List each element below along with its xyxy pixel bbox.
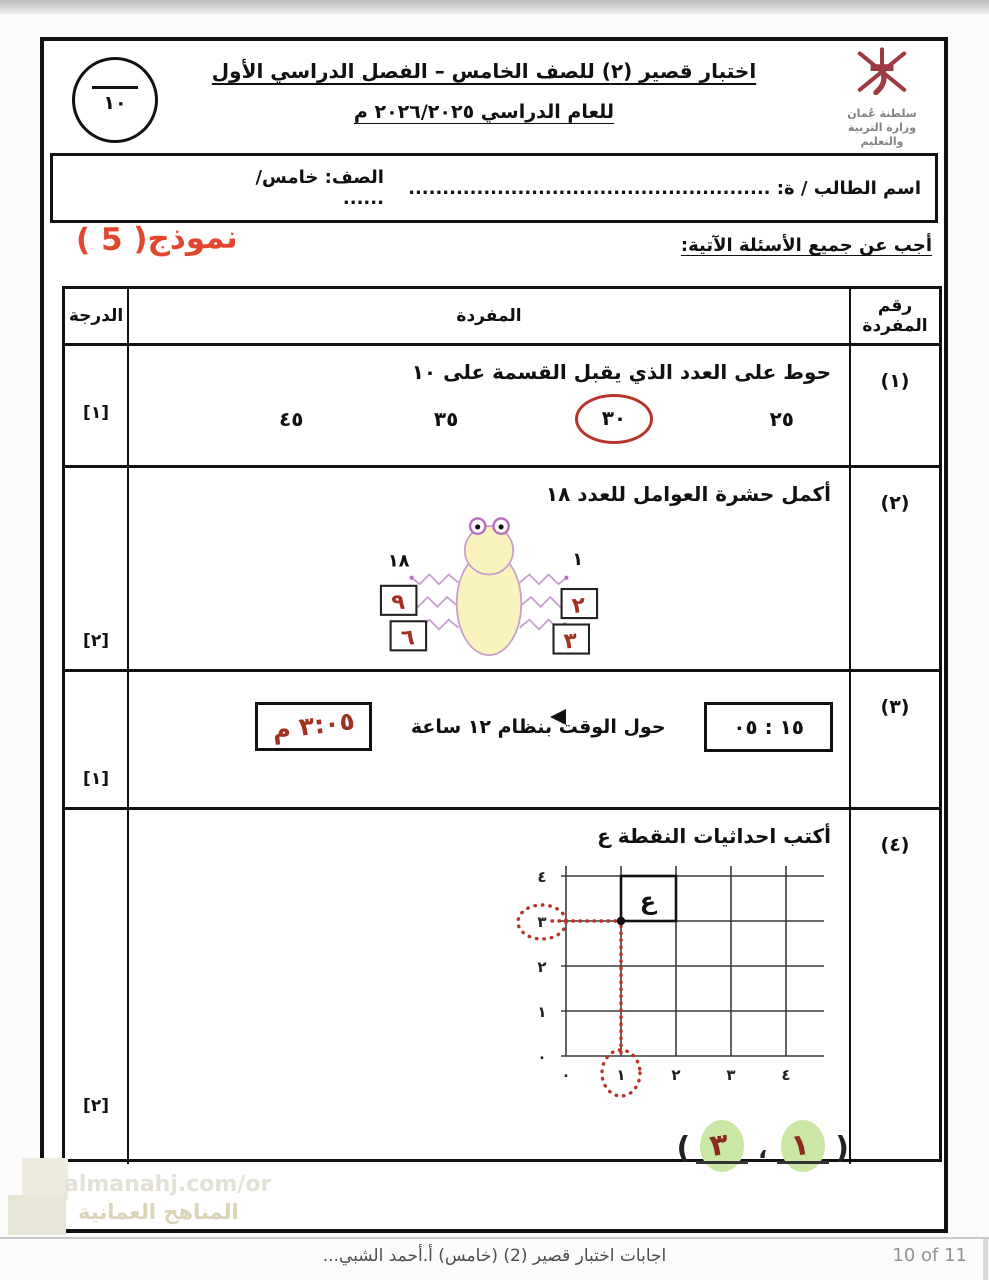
exam-page-sheet: سلطنة عُمان وزارة التربية والتعليم اختبا…	[40, 37, 948, 1233]
q1-grade: [١]	[65, 346, 129, 465]
q1-number: (١)	[849, 346, 939, 465]
q1-content: حوط على العدد الذي يقبل القسمة على ١٠ ٢٥…	[129, 346, 849, 465]
time-answer-handwritten: ٣:٠٥ م	[270, 706, 357, 745]
total-mark-circle: ١٠	[72, 57, 158, 143]
x-tick-4: ٤	[781, 1066, 790, 1084]
header-item: المفردة	[456, 305, 522, 326]
y-tick-3: ٣	[537, 913, 546, 931]
coordinates-answer: ( ٣ ، ١ )	[676, 1120, 849, 1172]
question-row-1: (١) حوط على العدد الذي يقبل القسمة على ١…	[65, 343, 939, 465]
q3-grade: [١]	[65, 672, 129, 807]
answer-blank-x: ١	[777, 1120, 830, 1172]
mark-blank-line	[92, 86, 138, 89]
q4-grade: [٢]	[65, 810, 129, 1164]
exam-title-line1: اختبار قصير (٢) للصف الخامس – الفصل الدر…	[211, 59, 757, 83]
factor-bug-figure: ١٨ ١ ٩ ٦ ٢ ٣	[334, 510, 644, 664]
arrow-label-top: حول الوقت	[558, 715, 666, 738]
q3-content: ١٥ : ٠٥ حول الوقت بنظام ١٢ ساعة ٣:٠٥ م	[129, 672, 849, 807]
total-mark-value: ١٠	[103, 92, 127, 114]
viewer-top-edge	[0, 0, 989, 14]
arrow-label-bottom: بنظام ١٢ ساعة	[410, 715, 553, 738]
y-tick-4: ٤	[537, 868, 546, 886]
y-tick-2: ٢	[537, 958, 546, 976]
page-indicator: 10 of 11	[892, 1245, 967, 1266]
watermark-site-name: المناهج العمانية	[78, 1200, 239, 1224]
arabic-comma: ،	[758, 1136, 768, 1164]
student-class-field: الصف: خامس/ ......	[255, 167, 384, 209]
q4-text: أكتب احداثيات النقطة ع	[597, 824, 831, 848]
scrollbar[interactable]	[983, 1239, 988, 1280]
factor-9-handwritten: ٩	[391, 590, 406, 616]
blank-line	[696, 1160, 749, 1164]
conversion-arrow: حول الوقت بنظام ١٢ ساعة	[392, 716, 684, 738]
document-footer-title: اجابات اختبار قصير (2) (خامس) أ.أحمد الش…	[322, 1246, 667, 1266]
coordinate-grid-icon: ع ٤ ٣ ٢	[516, 866, 824, 1098]
factor-2-handwritten: ٢	[571, 593, 588, 619]
q1-option-45: ٤٥	[279, 407, 304, 431]
time-answer-box: ٣:٠٥ م	[255, 702, 373, 751]
watermark-block	[22, 1158, 68, 1200]
answer-instruction: أجب عن جميع الأسئلة الآتية:	[680, 235, 932, 256]
answer-blank-y: ٣	[696, 1120, 749, 1172]
y-tick-1: ١	[537, 1003, 546, 1021]
questions-table: رقم المفردة المفردة الدرجة (١) حوط على ا…	[62, 286, 942, 1172]
blank-line	[777, 1160, 830, 1164]
watermark-url: almanahj.com/or	[64, 1172, 272, 1197]
factor-bug-icon: ١٨ ١ ٩ ٦ ٢ ٣	[379, 517, 599, 657]
factor-3-handwritten: ٣	[563, 628, 579, 654]
question-row-4: (٤) أكتب احداثيات النقطة ع	[65, 807, 939, 1172]
student-name-field: اسم الطالب / ة: ........................…	[410, 177, 921, 199]
exam-title-line2: للعام الدراسي ٢٠٢٦/٢٠٢٥ م	[353, 101, 615, 123]
q2-grade: [٢]	[65, 468, 129, 669]
factor-1-label: ١	[572, 550, 583, 570]
watermark-block	[8, 1195, 66, 1235]
question-row-2: (٢) أكمل حشرة العوامل للعدد ١٨	[65, 465, 939, 669]
close-paren: )	[835, 1131, 849, 1166]
q2-content: أكمل حشرة العوامل للعدد ١٨	[129, 468, 849, 669]
coordinate-grid-figure: ع ٤ ٣ ٢	[504, 854, 849, 1106]
ministry-line1: سلطنة عُمان	[847, 107, 917, 120]
header-item-number: رقم المفردة	[849, 289, 939, 343]
q4-number: (٤)	[849, 810, 939, 1164]
ministry-line2: وزارة التربية والتعليم	[847, 120, 917, 148]
q2-number: (٢)	[849, 468, 939, 669]
ministry-logo: سلطنة عُمان وزارة التربية والتعليم	[826, 47, 938, 151]
q1-option-25: ٢٥	[769, 407, 794, 431]
q3-number: (٣)	[849, 672, 939, 807]
q1-text: حوط على العدد الذي يقبل القسمة على ١٠	[411, 360, 831, 384]
table-header-row: رقم المفردة المفردة الدرجة	[65, 289, 939, 343]
q2-text: أكمل حشرة العوامل للعدد ١٨	[545, 482, 831, 506]
ministry-name: سلطنة عُمان وزارة التربية والتعليم	[826, 107, 938, 148]
header-grade: الدرجة	[65, 289, 129, 343]
time-24h-box: ١٥ : ٠٥	[704, 701, 833, 752]
factor-18-label: ١٨	[388, 551, 410, 571]
open-paren: (	[676, 1131, 691, 1166]
q1-option-35: ٣٥	[433, 407, 459, 431]
model-number-handwriting: نموذج( 5 )	[75, 219, 238, 259]
x-tick-0: ٠	[561, 1066, 570, 1084]
q1-circled-answer-30: ٣٠	[574, 394, 654, 444]
question-row-3: (٣) ١٥ : ٠٥ حول الوقت بنظام ١٢ ساعة ٣:٠٥…	[65, 669, 939, 807]
exam-title: اختبار قصير (٢) للصف الخامس – الفصل الدر…	[204, 59, 764, 123]
oman-emblem-icon	[857, 47, 907, 96]
student-info-box: اسم الطالب / ة: ........................…	[50, 153, 938, 223]
footer-divider	[0, 1237, 989, 1239]
point-label: ع	[640, 887, 658, 915]
q1-options: ٢٥ ٣٠ ٣٥ ٤٥	[129, 394, 849, 444]
factor-6-handwritten: ٦	[400, 625, 415, 651]
y-tick-0: ٠	[537, 1048, 546, 1066]
x-tick-3: ٣	[726, 1066, 735, 1084]
q4-content: أكتب احداثيات النقطة ع	[129, 810, 849, 1172]
x-tick-2: ٢	[671, 1066, 680, 1084]
point-dot	[616, 916, 626, 926]
x-tick-1: ١	[616, 1066, 625, 1084]
